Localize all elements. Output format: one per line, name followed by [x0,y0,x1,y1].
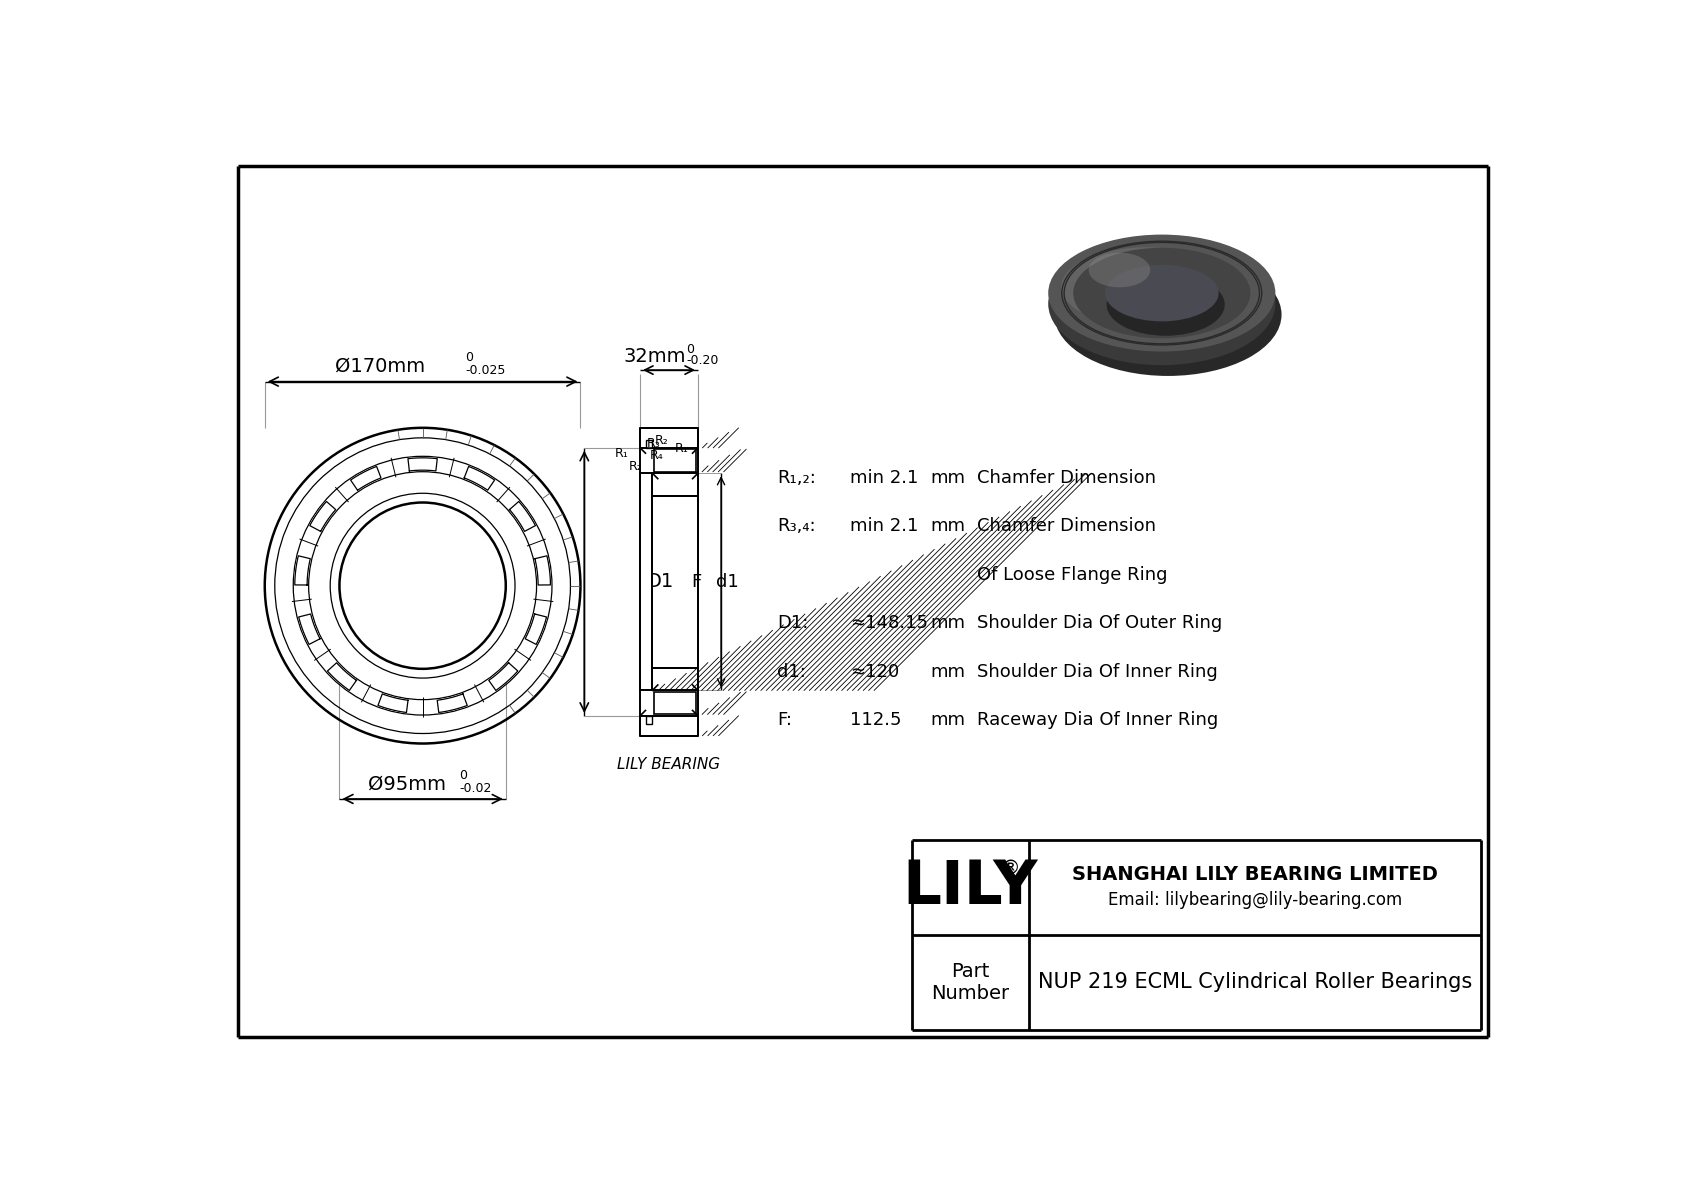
Text: R₂: R₂ [628,460,642,473]
Text: 32mm: 32mm [623,348,687,367]
Text: R₃: R₃ [647,437,660,450]
Polygon shape [310,501,335,531]
Ellipse shape [1054,254,1282,376]
Text: Shoulder Dia Of Inner Ring: Shoulder Dia Of Inner Ring [977,663,1218,681]
Text: NUP 219 ECML Cylindrical Roller Bearings: NUP 219 ECML Cylindrical Roller Bearings [1037,972,1472,992]
Text: mm: mm [931,663,967,681]
Text: R₁: R₁ [615,448,628,461]
Text: Chamfer Dimension: Chamfer Dimension [977,517,1155,536]
Text: Part
Number: Part Number [931,962,1009,1003]
Text: Ø95mm: Ø95mm [369,775,446,794]
Text: min 2.1: min 2.1 [850,469,918,487]
Text: d1: d1 [716,573,738,591]
Text: -0.02: -0.02 [460,781,492,794]
Text: mm: mm [931,517,967,536]
Text: Shoulder Dia Of Outer Ring: Shoulder Dia Of Outer Ring [977,615,1223,632]
Text: min 2.1: min 2.1 [850,517,918,536]
Text: mm: mm [931,469,967,487]
Polygon shape [327,662,357,691]
Bar [640,428,697,448]
Text: d1:: d1: [776,663,805,681]
Text: R₁,₂:: R₁,₂: [776,469,815,487]
Text: SHANGHAI LILY BEARING LIMITED: SHANGHAI LILY BEARING LIMITED [1073,865,1438,884]
Text: R₃,₄:: R₃,₄: [776,517,815,536]
Text: Ø170mm: Ø170mm [335,357,426,375]
Ellipse shape [1073,248,1251,338]
Bar [647,441,652,448]
Text: D1:: D1: [776,615,808,632]
Polygon shape [510,501,536,531]
Text: R₂: R₂ [655,434,669,447]
Text: -0.20: -0.20 [685,355,719,367]
Ellipse shape [1047,243,1275,366]
Text: F:: F: [776,711,791,729]
Polygon shape [295,556,310,585]
Text: R₁: R₁ [675,442,689,455]
Text: Email: lilybearing@lily-bearing.com: Email: lilybearing@lily-bearing.com [1108,891,1403,910]
Polygon shape [465,467,495,491]
Text: ®: ® [1000,860,1021,878]
Polygon shape [350,467,381,491]
Polygon shape [488,662,517,691]
Ellipse shape [1061,248,1231,326]
Polygon shape [298,615,320,644]
Text: LILY BEARING: LILY BEARING [618,757,721,773]
Text: 112.5: 112.5 [850,711,901,729]
Polygon shape [536,556,551,585]
Text: mm: mm [931,615,967,632]
Text: Chamfer Dimension: Chamfer Dimension [977,469,1155,487]
Text: mm: mm [931,711,967,729]
Text: 0: 0 [460,769,468,782]
Text: ≈120: ≈120 [850,663,899,681]
Text: ≈148.15: ≈148.15 [850,615,928,632]
Polygon shape [408,457,438,470]
Text: LILY: LILY [903,858,1039,917]
Bar [652,668,697,691]
Bar [653,692,697,715]
Text: Of Loose Flange Ring: Of Loose Flange Ring [977,566,1167,584]
Bar [652,473,697,495]
Bar [640,716,697,736]
Text: 0: 0 [465,351,473,364]
Text: R₄: R₄ [650,449,663,462]
Ellipse shape [1088,252,1150,287]
Ellipse shape [1105,264,1219,322]
Ellipse shape [1047,235,1275,351]
Text: F: F [692,573,702,591]
Bar [653,449,697,472]
Polygon shape [525,615,547,644]
Text: Raceway Dia Of Inner Ring: Raceway Dia Of Inner Ring [977,711,1218,729]
Polygon shape [438,694,466,712]
Text: D1: D1 [647,573,674,591]
Polygon shape [377,694,408,712]
Text: -0.025: -0.025 [465,363,505,376]
Text: 0: 0 [685,343,694,356]
Bar [640,473,652,691]
Ellipse shape [1106,274,1224,336]
Bar [647,716,652,724]
